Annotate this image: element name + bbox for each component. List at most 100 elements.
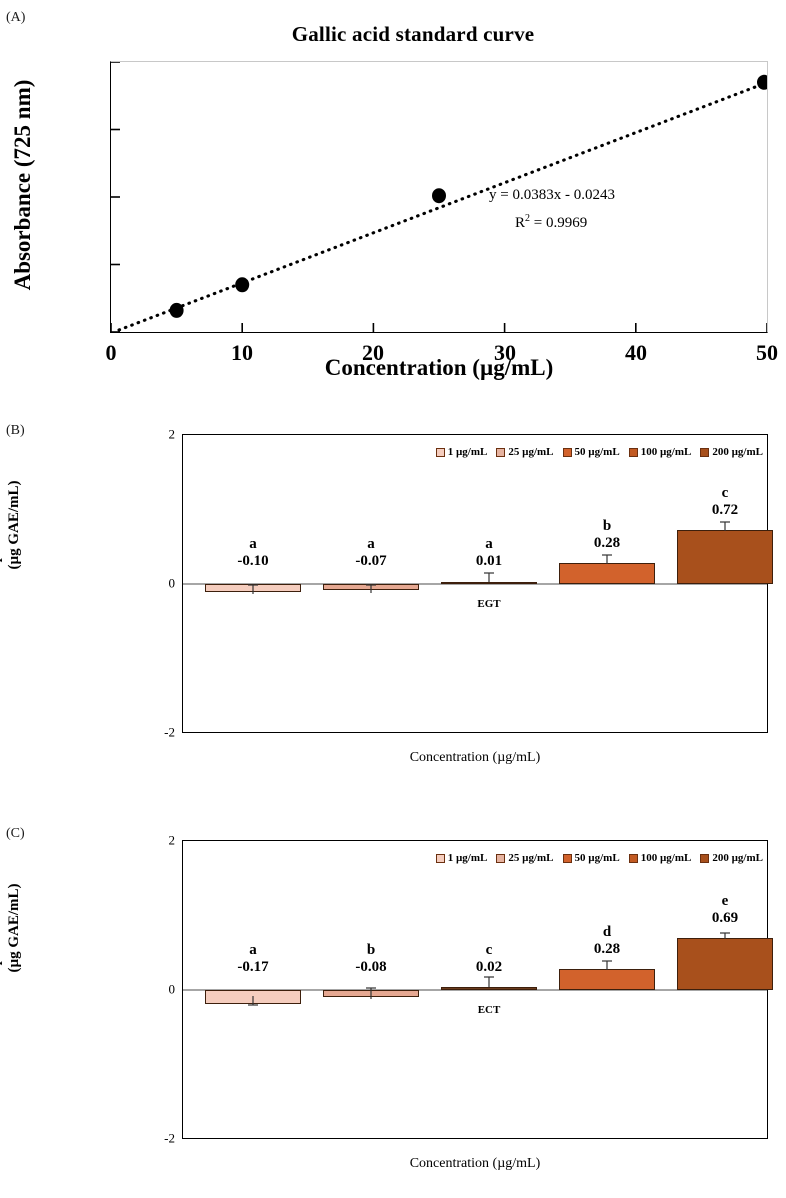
panel-c-ytick-neg2: -2 <box>164 1130 175 1146</box>
panel-c-letter-3: c <box>485 942 493 958</box>
panel-b-ytick-2: 2 <box>168 426 176 442</box>
panel-b-x-axis-label: Concentration (µg/mL) <box>409 750 541 765</box>
panel-a-equation: y = 0.0383x - 0.0243 <box>489 187 615 203</box>
panel-c-legend-item-2: 25 µg/mL <box>496 852 554 864</box>
panel-b-legend-label-3: 50 µg/mL <box>574 446 620 458</box>
legend-swatch-icon-4 <box>628 853 638 863</box>
panel-b-tag: (B) <box>6 423 25 438</box>
legend-swatch-icon-5 <box>700 853 710 863</box>
panel-a-r-value: = 0.9969 <box>530 215 588 231</box>
panel-a-xtick-20: 20 <box>362 340 384 365</box>
panel-c-legend-label-5: 200 µg/mL <box>712 852 763 864</box>
panel-c-legend-item-5: 200 µg/mL <box>700 852 763 864</box>
panel-c-barlabel-3: c 0.02 <box>441 942 537 976</box>
legend-swatch-icon-2 <box>496 853 506 863</box>
panel-c-letter-1: a <box>249 942 257 958</box>
panel-c-y-axis-label-line2: (µg GAE/mL) <box>6 883 22 973</box>
legend-swatch-icon-2 <box>496 447 506 457</box>
panel-a-x-axis-label: Concentration (µg/mL) <box>324 355 554 380</box>
panel-b-letter-2: a <box>367 536 375 552</box>
panel-b-letter-3: a <box>485 536 493 552</box>
panel-b-barlabel-2: a -0.07 <box>323 536 419 570</box>
legend-swatch-icon-3 <box>562 447 572 457</box>
panel-c-bar-3 <box>441 987 537 990</box>
panel-c-barlabel-4: d 0.28 <box>559 924 655 958</box>
panel-b-sample-label: EGT <box>477 598 501 610</box>
panel-b-legend-item-3: 50 µg/mL <box>562 446 620 458</box>
panel-a-standard-curve: (A) Gallic acid standard curve Absorbanc… <box>0 0 786 400</box>
panel-b-y-axis-label-line2: (µg GAE/mL) <box>6 480 22 570</box>
legend-swatch-icon-1 <box>435 853 445 863</box>
legend-swatch-icon-3 <box>562 853 572 863</box>
panel-c-value-3: 0.02 <box>475 959 503 975</box>
panel-b-letter-5: c <box>721 485 729 501</box>
panel-c-value-5: 0.69 <box>711 910 739 926</box>
panel-b-legend: 1 µg/mL 25 µg/mL 50 µg/mL 100 µg/mL 200 … <box>435 446 763 458</box>
legend-swatch-icon-5 <box>700 447 710 457</box>
panel-b-legend-item-1: 1 µg/mL <box>435 446 488 458</box>
panel-a-xtick-30: 30 <box>494 340 516 365</box>
panel-c-barlabel-5: e 0.69 <box>677 893 773 927</box>
panel-a-xtick-40: 40 <box>625 340 647 365</box>
panel-c-value-1: -0.17 <box>237 959 269 975</box>
panel-a-plot-area: 2.0 1.5 1.0 0.5 0.0 0 10 20 30 40 50 <box>106 61 778 365</box>
panel-b-legend-item-2: 25 µg/mL <box>496 446 554 458</box>
panel-a-series-svg <box>111 62 767 332</box>
panel-a-r-symbol: R <box>515 215 526 231</box>
panel-c-ect-chart: (C) Total phenolic contents (µg GAE/mL) … <box>0 818 786 1198</box>
panel-b-barlabel-3: a 0.01 <box>441 536 537 570</box>
panel-b-barlabel-1: a -0.10 <box>205 536 301 570</box>
panel-c-legend-item-3: 50 µg/mL <box>562 852 620 864</box>
panel-b-legend-label-1: 1 µg/mL <box>447 446 488 458</box>
panel-b-error-bars <box>248 521 730 594</box>
panel-c-error-bars <box>248 932 730 1006</box>
panel-b-zero-line <box>183 583 767 585</box>
panel-c-legend-label-1: 1 µg/mL <box>447 852 488 864</box>
panel-b-value-4: 0.28 <box>593 535 621 551</box>
panel-c-legend: 1 µg/mL 25 µg/mL 50 µg/mL 100 µg/mL 200 … <box>435 852 763 864</box>
panel-b-legend-item-4: 100 µg/mL <box>628 446 691 458</box>
panel-b-barlabel-4: b 0.28 <box>559 518 655 552</box>
panel-c-ytick-0: 0 <box>168 981 176 997</box>
panel-c-sample-label: ECT <box>477 1004 501 1016</box>
panel-b-bar-5 <box>677 530 773 584</box>
panel-b-value-5: 0.72 <box>711 502 739 518</box>
panel-b-barlabel-5: c 0.72 <box>677 485 773 519</box>
panel-c-zero-line <box>183 989 767 991</box>
panel-b-value-3: 0.01 <box>475 553 503 569</box>
panel-b-egt-chart: (B) Total phenolic contents (µg GAE/mL) … <box>0 415 786 795</box>
panel-c-legend-item-1: 1 µg/mL <box>435 852 488 864</box>
panel-b-value-2: -0.07 <box>355 553 387 569</box>
panel-a-xtick-10: 10 <box>231 340 253 365</box>
panel-a-y-axis-label: Absorbance (725 nm) <box>10 79 35 291</box>
panel-c-value-2: -0.08 <box>355 959 387 975</box>
panel-c-letter-4: d <box>602 924 612 940</box>
legend-swatch-icon-1 <box>435 447 445 457</box>
panel-c-value-4: 0.28 <box>593 941 621 957</box>
panel-a-xtick-0: 0 <box>105 340 117 365</box>
panel-b-y-axis-label: Total phenolic contents (µg GAE/mL) <box>0 400 26 650</box>
panel-c-legend-item-4: 100 µg/mL <box>628 852 692 864</box>
panel-a-xtick-50: 50 <box>756 340 778 365</box>
panel-b-legend-label-2: 25 µg/mL <box>508 446 554 458</box>
panel-c-letter-5: e <box>721 893 729 909</box>
panel-c-barlabel-1: a -0.17 <box>205 942 301 976</box>
panel-a-title: Gallic acid standard curve <box>291 22 535 46</box>
panel-a-r-squared: R2 = 0.9969 <box>515 213 587 232</box>
panel-c-ytick-2: 2 <box>168 832 176 848</box>
panel-c-legend-label-4: 100 µg/mL <box>640 852 692 864</box>
panel-b-y-axis-label-line1: Total phenolic contents <box>0 451 3 599</box>
panel-b-plot-area: 1 µg/mL 25 µg/mL 50 µg/mL 100 µg/mL 200 … <box>182 434 773 733</box>
panel-b-value-1: -0.10 <box>237 553 269 569</box>
panel-b-bar-3 <box>441 582 537 584</box>
panel-a-tag: (A) <box>6 10 26 25</box>
panel-a-r-exponent: 2 <box>525 213 531 224</box>
panel-c-plot-area: 1 µg/mL 25 µg/mL 50 µg/mL 100 µg/mL 200 … <box>182 840 773 1139</box>
panel-b-letter-1: a <box>249 536 257 552</box>
panel-b-letter-4: b <box>602 518 612 534</box>
panel-c-legend-label-2: 25 µg/mL <box>508 852 554 864</box>
panel-b-ytick-0: 0 <box>168 575 176 591</box>
panel-c-tag: (C) <box>6 826 25 841</box>
panel-c-legend-label-3: 50 µg/mL <box>574 852 620 864</box>
panel-c-y-axis-label: Total phenolic contents (µg GAE/mL) <box>0 803 26 1053</box>
